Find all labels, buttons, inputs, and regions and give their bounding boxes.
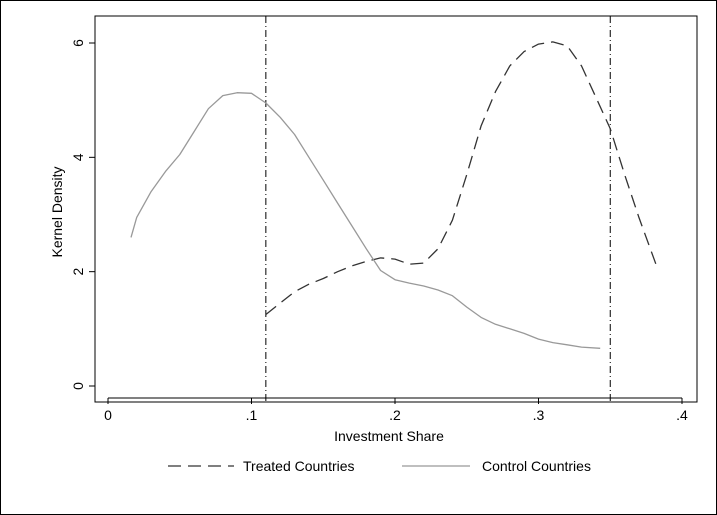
series-layer <box>130 41 659 349</box>
y-tick-label-2: 4 <box>70 153 86 161</box>
reference-lines <box>265 16 611 402</box>
x-tick-label-1: .1 <box>246 407 258 423</box>
legend: Treated Countries Control Countries <box>168 458 591 474</box>
y-tick-label-1: 2 <box>70 268 86 276</box>
legend-label-treated: Treated Countries <box>243 458 355 474</box>
y-axis-label: Kernel Density <box>49 166 65 257</box>
y-tick-label-3: 6 <box>70 39 86 47</box>
x-axis-label: Investment Share <box>334 428 444 444</box>
x-tick-label-3: .3 <box>533 407 545 423</box>
plot-area <box>94 15 698 403</box>
series-line-treated <box>265 41 659 316</box>
x-tick-label-0: 0 <box>104 407 112 423</box>
series-line-control <box>130 92 601 349</box>
legend-label-control: Control Countries <box>482 458 591 474</box>
x-tick-label-2: .2 <box>389 407 401 423</box>
y-ticks: 0 2 4 6 <box>70 39 95 390</box>
x-ticks: 0 .1 .2 .3 .4 <box>104 398 688 423</box>
y-tick-label-0: 0 <box>70 382 86 390</box>
x-tick-label-4: .4 <box>676 407 688 423</box>
